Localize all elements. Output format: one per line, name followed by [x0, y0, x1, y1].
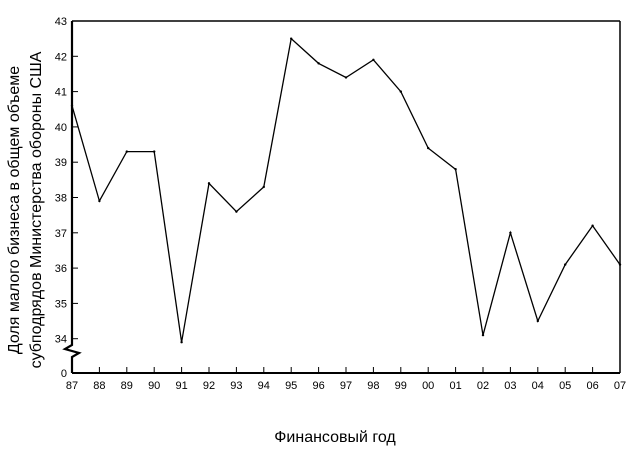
data-point	[481, 333, 485, 337]
data-point	[262, 185, 265, 189]
y-tick-label-baseline: 0	[61, 368, 67, 380]
x-tick-label: 93	[230, 380, 242, 392]
data-point	[235, 210, 238, 213]
x-tick-label: 02	[477, 380, 489, 392]
data-points	[70, 37, 622, 344]
data-point	[153, 150, 156, 153]
x-tick-label: 94	[258, 380, 270, 392]
data-point	[427, 146, 430, 150]
y-axis-title-line-1: Доля малого бизнеса в общем объеме	[6, 66, 23, 354]
x-tick-label: 96	[312, 380, 324, 392]
data-point	[290, 37, 293, 40]
data-point	[591, 224, 594, 227]
y-axis-ticks: 43 42 41 40 39 38 37 36 35 34 0	[55, 16, 78, 380]
y-tick-label: 39	[55, 157, 67, 169]
x-tick-label: 00	[422, 380, 434, 392]
y-tick-label: 35	[55, 298, 67, 310]
axes	[62, 20, 621, 374]
y-tick-label: 38	[55, 193, 67, 205]
x-tick-label: 03	[504, 380, 516, 392]
x-tick-label: 90	[148, 380, 160, 392]
y-axis-title-line-2: субподрядов Министерства обороны США	[28, 51, 45, 368]
x-tick-label: 97	[340, 380, 352, 392]
x-tick-label: 06	[586, 380, 598, 392]
y-tick-label: 36	[55, 263, 67, 275]
x-tick-label: 05	[559, 380, 571, 392]
x-tick-label: 07	[614, 380, 626, 392]
data-point	[98, 199, 101, 203]
y-tick-label: 34	[55, 334, 67, 346]
x-tick-label: 01	[449, 380, 461, 392]
x-axis-ticks: 87 88 89 90 91 92 93 94 95 96 97 98 99 00 01 02 03 04 05 06…	[66, 367, 626, 392]
data-point	[399, 90, 402, 93]
data-point	[536, 319, 539, 323]
data-point	[180, 341, 183, 344]
x-tick-label: 87	[66, 380, 78, 392]
y-tick-label: 43	[55, 16, 67, 28]
x-tick-label: 99	[395, 380, 407, 392]
data-point	[317, 62, 320, 65]
x-axis-title: Финансовый год	[274, 429, 396, 446]
y-tick-label: 41	[55, 87, 67, 99]
data-point	[454, 168, 457, 171]
x-tick-label: 95	[285, 380, 297, 392]
y-tick-label: 37	[55, 228, 67, 240]
x-tick-label: 04	[532, 380, 544, 392]
y-tick-label: 42	[55, 51, 67, 63]
x-tick-label: 92	[203, 380, 215, 392]
data-point	[509, 231, 512, 234]
x-tick-label: 88	[93, 380, 105, 392]
data-point	[125, 150, 128, 153]
data-point	[70, 104, 74, 107]
data-point	[372, 58, 375, 62]
y-axis-line-with-break	[62, 21, 82, 373]
data-point	[618, 263, 622, 266]
x-tick-label: 91	[175, 380, 187, 392]
x-tick-label: 89	[121, 380, 133, 392]
y-tick-label: 40	[55, 122, 67, 134]
x-tick-label: 98	[367, 380, 379, 392]
data-point	[344, 76, 348, 79]
data-point	[564, 263, 567, 266]
data-point	[207, 182, 211, 185]
